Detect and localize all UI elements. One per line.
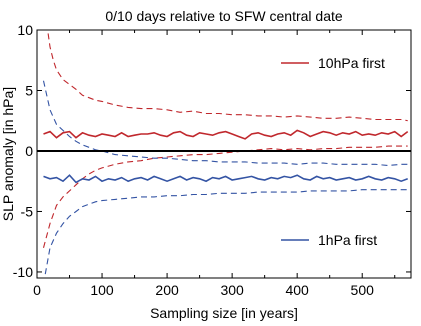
- x-tick-label: 500: [351, 282, 375, 298]
- y-tick-label: -5: [21, 203, 34, 219]
- series-line-1hpa-upper: [42, 80, 408, 167]
- legend-label-1hpa: 1hPa first: [318, 232, 377, 248]
- x-tick-label: 400: [285, 282, 309, 298]
- y-tick-label: 0: [25, 143, 33, 159]
- y-axis-title: SLP anomaly [in hPa]: [0, 87, 16, 221]
- y-tick-label: -10: [13, 264, 33, 280]
- plot-area: [36, 29, 412, 279]
- ticks-layer: 0 100 200 300 400 500 -10 -5 0 5 10: [13, 22, 411, 298]
- series-line-10hpa-upper: [47, 30, 408, 122]
- x-tick-label: 300: [220, 282, 244, 298]
- series-line-10hpa-lower: [42, 145, 408, 248]
- x-axis-title: Sampling size [in years]: [150, 305, 298, 321]
- y-tick-label: 10: [17, 22, 33, 38]
- series-line-1hpa-lower: [44, 189, 408, 278]
- x-tick-label: 0: [33, 282, 41, 298]
- plot-frame: [36, 29, 412, 279]
- y-tick-label: 5: [25, 82, 33, 98]
- series-line-10hpa-first: [43, 129, 409, 140]
- series-layer: [42, 30, 409, 278]
- x-tick-label: 100: [90, 282, 114, 298]
- legend-label-10hpa: 10hPa first: [318, 55, 385, 71]
- legend: 10hPa first 1hPa first: [281, 55, 385, 248]
- x-tick-label: 200: [155, 282, 179, 298]
- chart-title: 0/10 days relative to SFW central date: [105, 8, 343, 24]
- series-line-1hpa-first: [43, 174, 408, 184]
